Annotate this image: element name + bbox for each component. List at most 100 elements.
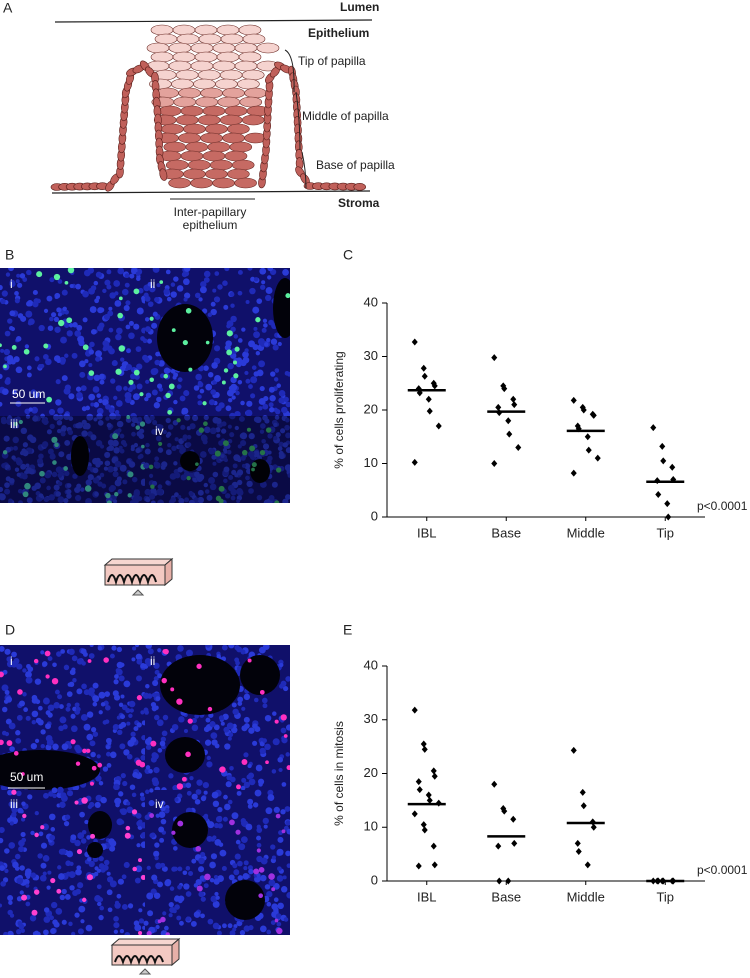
nucleus	[225, 405, 232, 412]
nucleus	[14, 298, 20, 304]
nucleus	[275, 432, 281, 438]
nucleus	[40, 413, 45, 419]
marker-cell	[182, 339, 188, 346]
nucleus	[39, 874, 47, 882]
nucleus	[7, 930, 14, 935]
quadrant-label: iv	[155, 797, 164, 811]
marker-cell	[118, 296, 123, 301]
nucleus	[135, 346, 142, 352]
nucleus	[119, 743, 126, 750]
marker-cell	[185, 307, 192, 314]
nucleus	[231, 726, 238, 734]
nucleus	[22, 668, 27, 673]
nucleus	[151, 428, 157, 435]
nucleus	[113, 929, 119, 934]
nucleus	[261, 697, 268, 704]
marker-cell	[135, 425, 140, 430]
nucleus	[148, 285, 156, 293]
nucleus	[258, 360, 266, 368]
nucleus	[119, 433, 125, 439]
nucleus	[266, 901, 272, 907]
nucleus	[186, 434, 192, 440]
marker-cell	[43, 343, 49, 349]
nucleus	[28, 407, 33, 412]
nucleus	[125, 324, 131, 330]
nucleus	[212, 288, 217, 293]
lumen-hole	[172, 812, 208, 848]
nucleus	[145, 765, 151, 770]
marker-cell	[2, 450, 8, 455]
nucleus	[115, 400, 123, 407]
nucleus	[151, 874, 158, 881]
nucleus	[243, 716, 250, 723]
nucleus	[168, 499, 175, 503]
nucleus	[0, 493, 6, 501]
nucleus	[273, 806, 280, 814]
nucleus	[124, 391, 132, 399]
marker-cell	[274, 500, 280, 503]
marker-cell	[226, 330, 233, 337]
nucleus	[120, 662, 125, 668]
cell	[205, 123, 228, 135]
nucleus	[285, 432, 290, 439]
nucleus	[170, 291, 177, 298]
nucleus	[235, 361, 242, 368]
nucleus	[283, 917, 289, 922]
nucleus	[237, 479, 243, 486]
nucleus	[138, 433, 145, 439]
diagram-label: Lumen	[340, 0, 379, 14]
nucleus	[111, 439, 119, 447]
nucleus	[176, 915, 182, 921]
nucleus	[240, 836, 248, 844]
data-point	[430, 767, 437, 775]
nucleus	[27, 270, 32, 276]
nucleus	[126, 458, 132, 464]
data-point	[506, 430, 513, 438]
marker-cell	[11, 344, 17, 350]
nucleus	[155, 813, 160, 818]
marker-cell	[131, 809, 138, 815]
nucleus	[153, 461, 159, 467]
nucleus	[130, 373, 136, 380]
nucleus	[97, 646, 103, 651]
nucleus	[45, 358, 52, 366]
marker-cell	[112, 433, 119, 440]
nucleus	[248, 778, 256, 786]
marker-cell	[241, 759, 248, 765]
marker-cell	[56, 888, 62, 894]
nucleus	[224, 344, 231, 351]
nucleus	[128, 332, 135, 340]
nucleus	[116, 818, 124, 826]
nucleus	[105, 737, 112, 744]
nucleus	[224, 743, 231, 750]
marker-cell	[229, 819, 235, 826]
nucleus	[161, 461, 168, 468]
nucleus	[110, 484, 115, 490]
nucleus	[108, 327, 114, 333]
nucleus	[197, 489, 204, 496]
nucleus	[217, 284, 223, 290]
nucleus	[8, 498, 13, 503]
nucleus	[223, 726, 230, 733]
nucleus	[124, 273, 130, 278]
marker-cell	[249, 445, 256, 452]
panel-letter: B	[5, 247, 14, 263]
nucleus	[276, 875, 284, 882]
cell	[241, 69, 265, 81]
marker-cell	[276, 467, 282, 473]
nucleus	[106, 446, 111, 452]
nucleus	[219, 849, 227, 857]
nucleus	[90, 328, 97, 335]
nucleus	[87, 857, 92, 862]
nucleus	[256, 298, 263, 304]
nucleus	[248, 868, 254, 875]
cell	[171, 78, 194, 90]
nucleus	[21, 801, 26, 806]
nucleus	[88, 287, 95, 295]
nucleus	[126, 753, 133, 760]
nucleus	[66, 691, 73, 697]
nucleus	[116, 729, 123, 736]
nucleus	[96, 295, 101, 300]
papilla-diagram	[50, 19, 373, 194]
cell	[185, 141, 209, 153]
